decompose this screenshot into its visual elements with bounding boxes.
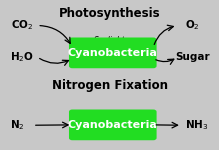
Text: O$_2$: O$_2$ [185,19,200,32]
Text: Nitrogen Fixation: Nitrogen Fixation [51,80,168,93]
Text: CO$_2$: CO$_2$ [11,19,33,32]
Text: Cyanobacteria: Cyanobacteria [68,120,158,130]
Text: Sugar: Sugar [175,52,210,62]
Text: H$_2$O: H$_2$O [10,50,34,64]
Text: N$_2$: N$_2$ [10,118,25,132]
Text: NH$_3$: NH$_3$ [185,118,209,132]
FancyBboxPatch shape [69,110,157,140]
Text: Sunlight: Sunlight [94,36,125,45]
Text: Cyanobacteria: Cyanobacteria [68,48,158,58]
FancyBboxPatch shape [69,38,157,68]
Text: Photosynthesis: Photosynthesis [59,7,160,20]
